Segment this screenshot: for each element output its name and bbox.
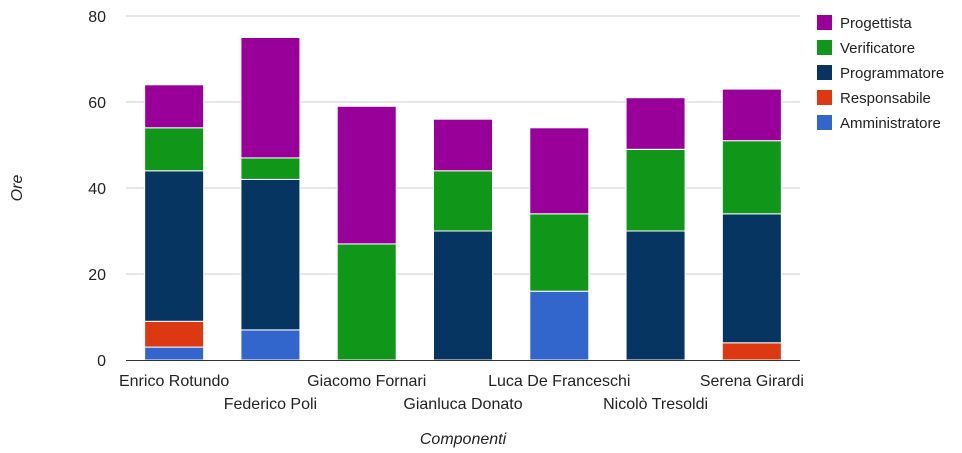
legend-swatch-responsabile: [817, 90, 832, 105]
bar-responsabile-serena-girardi: [721, 342, 782, 361]
axes: 0 20 40 60 80 Enrico Rotundo Federico Poli Giac…: [88, 9, 804, 413]
bar-amministratore-enrico-rotundo: [144, 346, 205, 361]
y-tick-label: 0: [97, 353, 106, 370]
x-tick-label: Enrico Rotundo: [119, 373, 229, 390]
bar-progettista-serena-girardi: [721, 88, 782, 142]
x-tick-label: Gianluca Donato: [403, 396, 522, 413]
legend: Progettista Verificatore Programmatore Resp…: [817, 15, 944, 132]
legend-swatch-progettista: [817, 15, 832, 30]
bar-amministratore-luca-de-franceschi: [529, 290, 590, 361]
x-axis-title: Componenti: [420, 431, 507, 448]
y-tick-label: 20: [88, 267, 106, 284]
legend-label-responsabile: Responsabile: [840, 90, 931, 107]
y-tick-label: 80: [88, 9, 106, 26]
bar-responsabile-enrico-rotundo: [144, 320, 205, 348]
x-tick-label: Luca De Franceschi: [488, 373, 630, 390]
bar-amministratore-federico-poli: [240, 329, 301, 361]
x-tick-label: Federico Poli: [224, 396, 317, 413]
legend-label-verificatore: Verificatore: [840, 40, 915, 57]
legend-label-progettista: Progettista: [840, 15, 912, 32]
bar-progettista-federico-poli: [240, 37, 301, 159]
legend-label-amministratore: Amministratore: [840, 115, 941, 132]
bar-programmatore-enrico-rotundo: [144, 170, 205, 322]
legend-swatch-verificatore: [817, 40, 832, 55]
bar-progettista-nicolo-tresoldi: [625, 97, 686, 150]
x-tick-label: Giacomo Fornari: [307, 373, 426, 390]
bar-verificatore-luca-de-franceschi: [529, 213, 590, 292]
bar-progettista-giacomo-fornari: [336, 105, 397, 245]
bar-programmatore-federico-poli: [240, 178, 301, 331]
bar-verificatore-serena-girardi: [721, 140, 782, 215]
bar-programmatore-gianluca-donato: [433, 230, 493, 361]
x-tick-label: Nicolò Tresoldi: [603, 396, 708, 413]
bar-progettista-luca-de-franceschi: [529, 127, 590, 215]
bar-programmatore-nicolo-tresoldi: [625, 230, 686, 361]
legend-swatch-amministratore: [817, 115, 832, 130]
legend-label-programmatore: Programmatore: [840, 65, 944, 82]
bar-verificatore-nicolo-tresoldi: [625, 148, 686, 232]
y-tick-label: 40: [88, 181, 106, 198]
bar-programmatore-serena-girardi: [721, 213, 782, 344]
bars: [144, 37, 782, 361]
bar-progettista-enrico-rotundo: [144, 84, 205, 129]
bar-verificatore-gianluca-donato: [433, 170, 493, 232]
bar-progettista-gianluca-donato: [433, 118, 493, 172]
y-tick-label: 60: [88, 95, 106, 112]
x-tick-label: Serena Girardi: [700, 373, 804, 390]
bar-verificatore-giacomo-fornari: [336, 243, 397, 361]
bar-verificatore-enrico-rotundo: [144, 127, 205, 172]
y-axis-title: Ore: [9, 175, 26, 202]
bar-verificatore-federico-poli: [240, 157, 301, 180]
legend-swatch-programmatore: [817, 65, 832, 80]
